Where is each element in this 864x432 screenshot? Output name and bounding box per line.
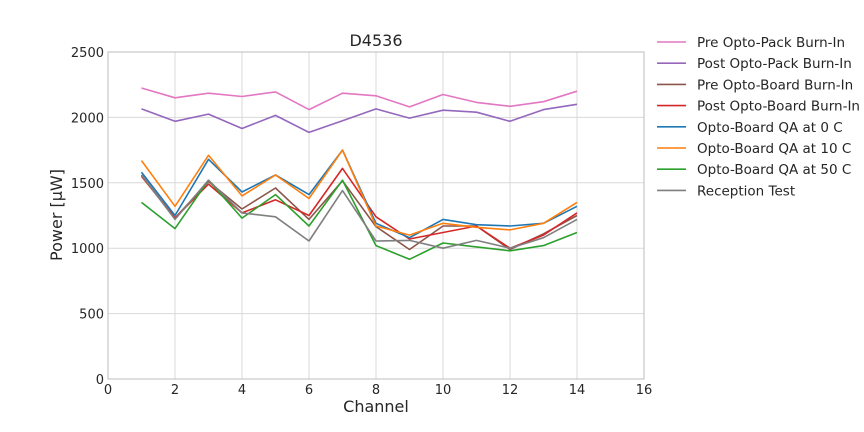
- series-line: [140, 167, 578, 249]
- x-axis-title: Channel: [343, 397, 409, 416]
- x-tick-label: 10: [435, 383, 452, 398]
- y-axis-title: Power [μW]: [47, 169, 66, 261]
- y-tick-label: 1500: [71, 177, 104, 192]
- series-line: [141, 103, 578, 134]
- series-line: [140, 149, 578, 236]
- y-tick-label: 1000: [71, 242, 104, 257]
- x-tick-label: 6: [305, 383, 313, 398]
- plot-frame: [107, 51, 645, 380]
- x-tick-label: 14: [569, 383, 586, 398]
- legend-label: Pre Opto-Pack Burn-In: [697, 35, 845, 51]
- legend: Pre Opto-Pack Burn-In Post Opto-Pack Burn…: [657, 35, 860, 199]
- y-tick-label: 500: [79, 308, 104, 323]
- legend-label: Opto-Board QA at 0 C: [697, 120, 843, 136]
- series-line: [141, 87, 578, 111]
- x-tick-label: 16: [636, 383, 653, 398]
- chart-title: D4536: [349, 31, 402, 50]
- legend-label: Post Opto-Pack Burn-In: [697, 56, 852, 72]
- y-tick-label: 0: [96, 373, 104, 388]
- legend-label: Pre Opto-Board Burn-In: [697, 77, 853, 93]
- legend-label: Post Opto-Board Burn-In: [697, 99, 860, 115]
- legend-label: Opto-Board QA at 10 C: [697, 141, 851, 157]
- y-tick-label: 2500: [71, 46, 104, 61]
- tick-labels: 0 2 4 6 8 10 12 14 16 0 500 1000 1500 2000 2500: [71, 46, 652, 398]
- x-tick-label: 2: [171, 383, 179, 398]
- y-tick-label: 2000: [71, 111, 104, 126]
- legend-label: Reception Test: [697, 183, 795, 199]
- x-tick-label: 4: [238, 383, 246, 398]
- x-tick-label: 12: [502, 383, 519, 398]
- series-lines: [140, 87, 578, 261]
- x-tick-label: 0: [104, 383, 112, 398]
- series-line: [140, 174, 578, 249]
- legend-label: Opto-Board QA at 50 C: [697, 162, 851, 178]
- x-tick-label: 8: [372, 383, 380, 398]
